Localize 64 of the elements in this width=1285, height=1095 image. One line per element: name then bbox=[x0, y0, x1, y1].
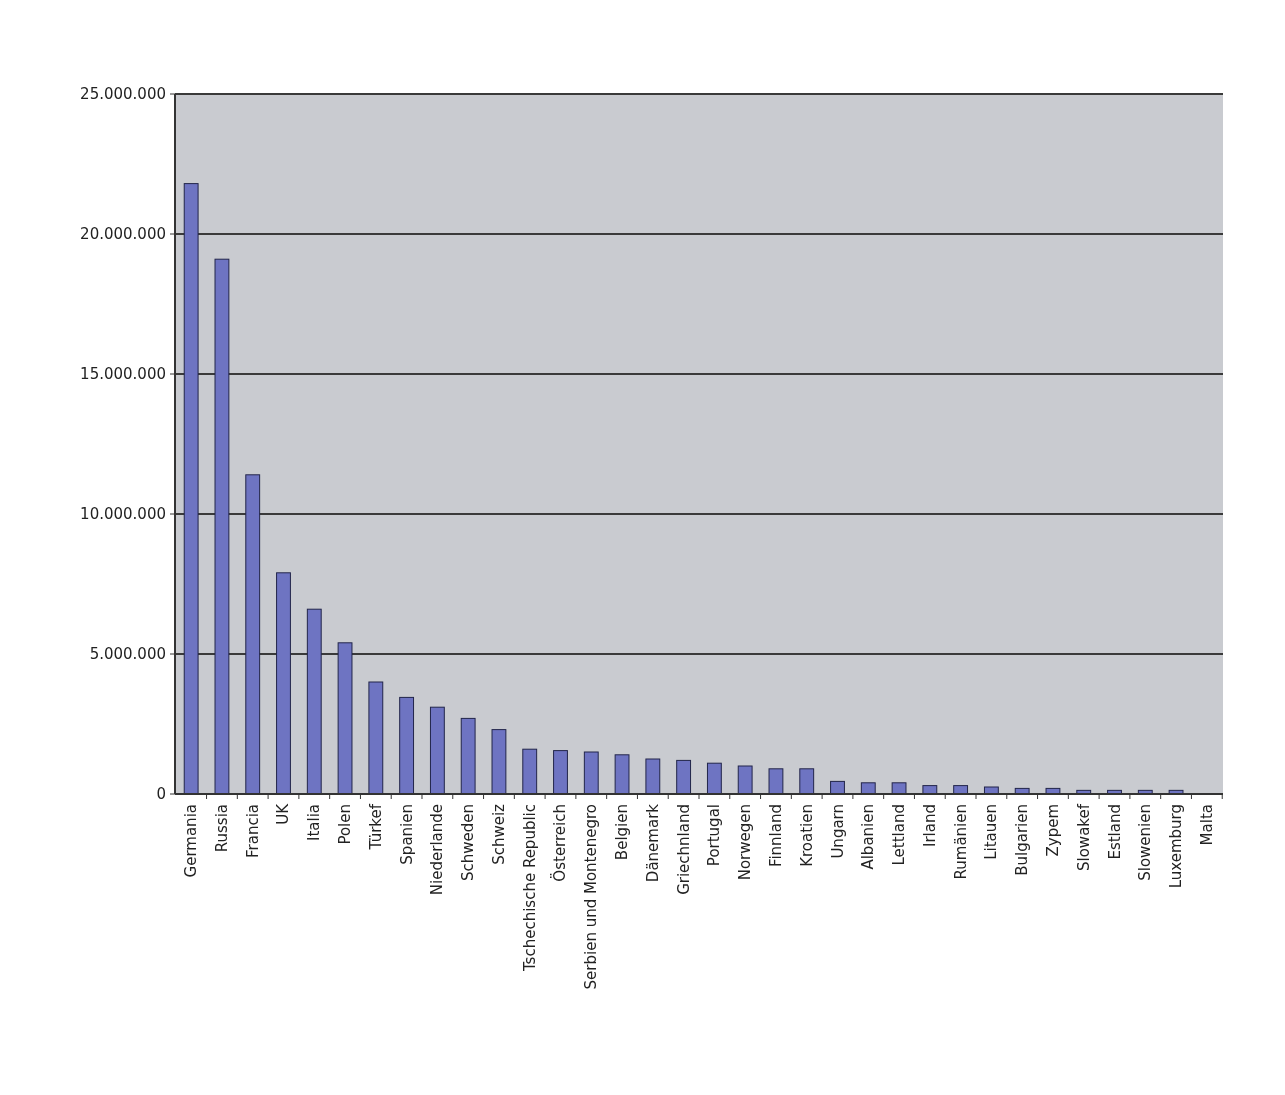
x-tick-label: Litauen bbox=[982, 804, 1001, 860]
y-tick-label: 0 bbox=[156, 785, 166, 804]
x-tick-label: Zypem bbox=[1043, 804, 1062, 857]
x-tick-label: Russia bbox=[212, 804, 231, 853]
bar bbox=[583, 751, 599, 795]
x-tick-label: Polen bbox=[336, 804, 355, 845]
bar bbox=[768, 768, 784, 795]
bar bbox=[860, 782, 876, 795]
x-tick-label: Norwegen bbox=[736, 804, 755, 881]
x-tick-label: Rumänien bbox=[951, 804, 970, 880]
bar bbox=[429, 706, 445, 795]
bar bbox=[706, 762, 722, 795]
x-tick-label: Luxemburg bbox=[1167, 804, 1186, 889]
x-tick-label: Germania bbox=[182, 804, 201, 878]
x-tick-label: Schweiz bbox=[489, 803, 508, 865]
x-tick-label: Italia bbox=[305, 804, 324, 842]
x-tick-label: Irland bbox=[920, 804, 939, 847]
x-tick-label: Slowenien bbox=[1136, 804, 1155, 881]
bar bbox=[399, 696, 415, 795]
x-tick-label: Albanien bbox=[859, 804, 878, 870]
x-tick-label: Türkef bbox=[366, 803, 385, 851]
bar bbox=[553, 750, 568, 795]
bar bbox=[799, 768, 815, 795]
x-tick-label: Dänemark bbox=[643, 803, 662, 883]
bar bbox=[491, 729, 507, 795]
x-tick-label: Griechnland bbox=[674, 804, 693, 895]
bar bbox=[614, 754, 630, 795]
bar bbox=[522, 748, 538, 795]
bar bbox=[306, 608, 322, 795]
bar bbox=[183, 183, 199, 795]
bar bbox=[276, 572, 291, 795]
x-tick-label: UK bbox=[274, 802, 293, 825]
x-tick-label: Portugal bbox=[705, 804, 724, 867]
x-tick-label: Ungarn bbox=[828, 804, 847, 859]
bar bbox=[737, 765, 753, 795]
bar bbox=[830, 780, 845, 795]
x-tick-label: Bulgarien bbox=[1013, 804, 1032, 876]
x-tick-label: Estland bbox=[1105, 804, 1124, 860]
x-tick-label: Serbien und Montenegro bbox=[582, 804, 601, 990]
bar bbox=[891, 782, 907, 795]
bar bbox=[368, 681, 384, 795]
x-tick-label: Österreich bbox=[550, 804, 570, 882]
bar bbox=[676, 759, 692, 795]
y-tick-label: 10.000.000 bbox=[80, 505, 166, 524]
bar bbox=[337, 642, 353, 795]
x-tick-label: Schweden bbox=[459, 804, 478, 882]
y-tick-label: 25.000.000 bbox=[80, 85, 166, 104]
bar bbox=[214, 258, 230, 795]
bar bbox=[245, 474, 261, 795]
y-tick-label: 5.000.000 bbox=[89, 645, 166, 664]
x-tick-label: Slowakef bbox=[1074, 803, 1093, 871]
x-tick-label: Kroatien bbox=[797, 804, 816, 867]
y-tick-label: 20.000.000 bbox=[80, 225, 166, 244]
bar bbox=[645, 758, 661, 795]
bar bbox=[460, 717, 476, 795]
x-tick-label: Finnland bbox=[766, 804, 785, 868]
y-tick-label: 15.000.000 bbox=[80, 365, 166, 384]
x-tick-label: Francia bbox=[243, 804, 262, 859]
x-tick-label: Spanien bbox=[397, 804, 416, 865]
x-tick-label: Belgien bbox=[613, 804, 632, 861]
x-tick-label: Lettland bbox=[890, 804, 909, 866]
x-tick-label: Niederlande bbox=[428, 804, 447, 896]
x-tick-label: Tschechische Republic bbox=[520, 804, 539, 973]
x-tick-label: Malta bbox=[1197, 804, 1216, 846]
